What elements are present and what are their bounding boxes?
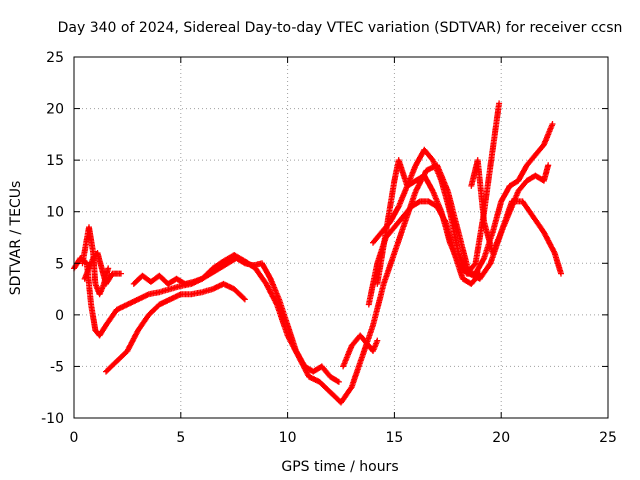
grid-lines — [74, 57, 608, 418]
series-markers — [468, 157, 552, 256]
x-tick-label: 15 — [385, 430, 403, 446]
x-tick-label: 10 — [279, 430, 297, 446]
axis-ticks: 0 5 10 15 20 25 -10 -5 0 5 10 15 20 25 — [41, 50, 617, 446]
plot-frame — [73, 56, 609, 419]
x-tick-label: 5 — [176, 430, 185, 446]
series-markers — [103, 280, 248, 375]
y-tick-label: 15 — [46, 153, 64, 169]
x-tick-label: 20 — [492, 430, 510, 446]
data-points — [71, 100, 564, 406]
series-track-10 — [468, 157, 552, 256]
y-tick-label: -5 — [50, 359, 64, 375]
series-markers — [340, 332, 381, 370]
x-tick-label: 0 — [70, 430, 79, 446]
series-markers — [130, 255, 342, 385]
y-axis-label: SDTVAR / TECUs — [8, 181, 24, 296]
series-track-2 — [103, 280, 248, 375]
y-tick-label: 10 — [46, 205, 64, 221]
y-tick-label: -10 — [41, 411, 64, 427]
x-tick-label: 25 — [599, 430, 617, 446]
chart-title: Day 340 of 2024, Sidereal Day-to-day VTE… — [58, 20, 623, 36]
series-markers — [365, 198, 483, 308]
series-track-6 — [340, 332, 381, 370]
y-tick-label: 25 — [46, 50, 64, 66]
series-track-4 — [81, 250, 124, 287]
series-track-5 — [130, 255, 342, 385]
series-track-9 — [365, 198, 483, 308]
series-markers — [81, 250, 124, 287]
y-tick-label: 20 — [46, 102, 64, 118]
y-tick-label: 5 — [55, 256, 64, 272]
x-axis-label: GPS time / hours — [281, 459, 398, 475]
y-tick-label: 0 — [55, 308, 64, 324]
